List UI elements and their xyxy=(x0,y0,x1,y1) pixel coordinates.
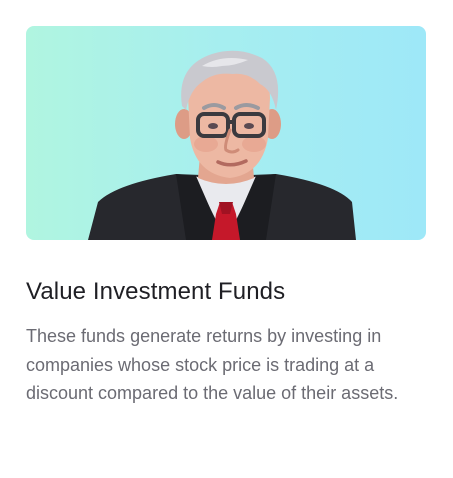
portrait-illustration xyxy=(88,50,356,240)
card-description: These funds generate returns by investin… xyxy=(26,326,399,403)
fund-banner-image xyxy=(26,26,426,240)
card-title: Value Investment Funds xyxy=(26,278,286,305)
